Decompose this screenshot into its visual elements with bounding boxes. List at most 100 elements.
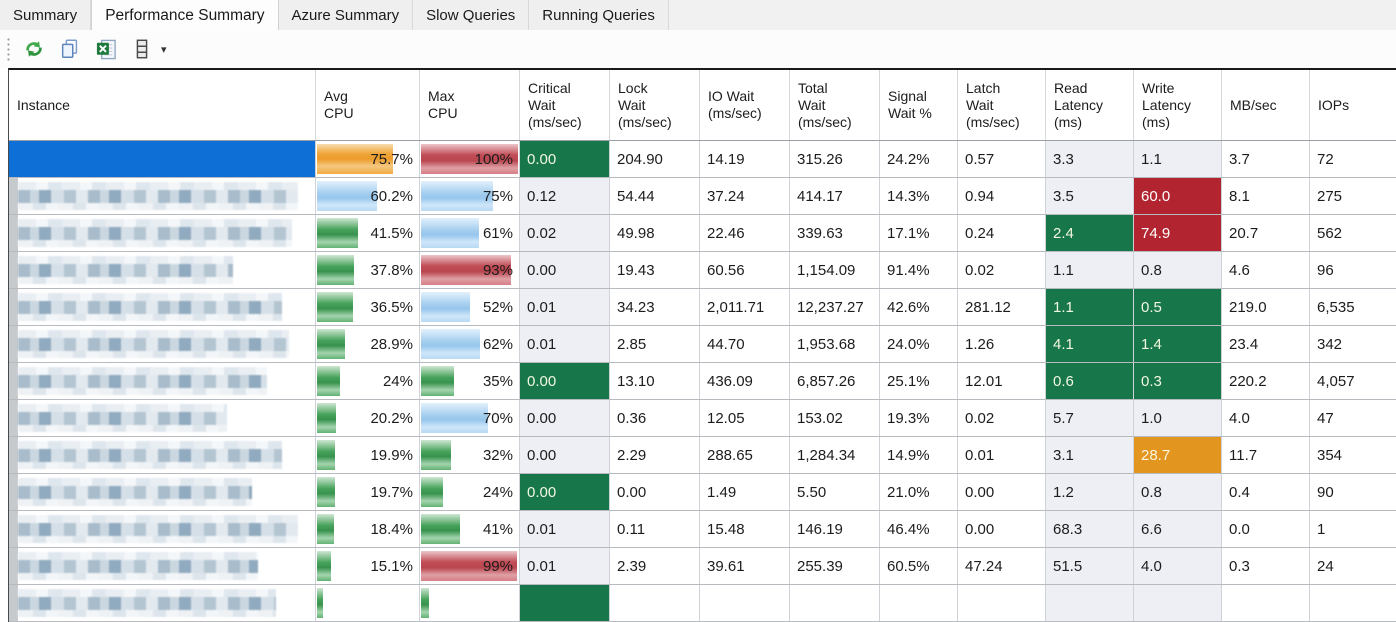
cell-value: 96: [1317, 261, 1334, 279]
avg-cpu-databar: [317, 551, 331, 581]
cell-value: 19.7%: [370, 483, 413, 501]
latch-wait-cell: 47.24: [958, 548, 1046, 584]
signal-wait-cell: [880, 585, 958, 621]
table-row[interactable]: 60.2% 75% 0.12 54.44 37.24 414.17 14.3% 0.94 3.5…: [9, 178, 1396, 215]
column-header-signal-wait[interactable]: Signal Wait %: [880, 70, 958, 140]
cell-value: 70%: [482, 409, 513, 427]
table-row[interactable]: 75.7% 100% 0.00 204.90 14.19 315.26 24.2% 0.57 3…: [9, 141, 1396, 178]
max-cpu-databar: [421, 292, 471, 322]
table-row[interactable]: 20.2% 70% 0.00 0.36 12.05 153.02 19.3% 0.02 5.7 1…: [9, 400, 1396, 437]
column-chooser-button[interactable]: [127, 34, 157, 64]
cell-value: 60.5%: [887, 557, 930, 575]
iops-cell: 4,057: [1310, 363, 1395, 399]
column-header-critical-wait[interactable]: Critical Wait (ms/sec): [520, 70, 610, 140]
column-header-lock-wait[interactable]: Lock Wait (ms/sec): [610, 70, 700, 140]
io-wait-cell: 15.48: [700, 511, 790, 547]
latch-wait-cell: 0.02: [958, 252, 1046, 288]
cell-value: 1.1: [1053, 261, 1074, 279]
signal-wait-cell: 14.9%: [880, 437, 958, 473]
column-header-max-cpu[interactable]: Max CPU: [420, 70, 520, 140]
critical-wait-cell: 0.00: [520, 474, 610, 510]
table-row[interactable]: 24% 35% 0.00 13.10 436.09 6,857.26 25.1% 12.01 0…: [9, 363, 1396, 400]
row-marker: [9, 585, 18, 621]
cell-value: 19.9%: [370, 446, 413, 464]
max-cpu-databar: [421, 403, 489, 433]
tab-slow-queries[interactable]: Slow Queries: [413, 0, 530, 30]
toolbar-grip-handle[interactable]: [6, 37, 11, 61]
selection-highlight: [9, 141, 315, 177]
table-row[interactable]: 37.8% 93% 0.00 19.43 60.56 1,154.09 91.4% 0.02 1…: [9, 252, 1396, 289]
signal-wait-cell: 14.3%: [880, 178, 958, 214]
refresh-button[interactable]: [19, 34, 49, 64]
cell-value: 0.3: [1141, 372, 1162, 390]
redacted-instance-name: [18, 182, 298, 210]
cell-value: 22.46: [707, 224, 745, 242]
cell-value: 1,953.68: [797, 335, 856, 353]
column-header-avg-cpu[interactable]: Avg CPU: [316, 70, 420, 140]
cell-value: 19.3%: [887, 409, 930, 427]
table-row[interactable]: 28.9% 62% 0.01 2.85 44.70 1,953.68 24.0% 1.26 4.…: [9, 326, 1396, 363]
mb-sec-cell: 0.0: [1222, 511, 1310, 547]
cell-value: 99%: [482, 557, 513, 575]
grid-body: 75.7% 100% 0.00 204.90 14.19 315.26 24.2% 0.57 3…: [9, 141, 1396, 622]
cell-value: 14.19: [707, 150, 745, 168]
column-header-write-latency[interactable]: Write Latency (ms): [1134, 70, 1222, 140]
column-header-total-wait[interactable]: Total Wait (ms/sec): [790, 70, 880, 140]
cell-value: 60.2%: [370, 187, 413, 205]
iops-cell: 6,535: [1310, 289, 1395, 325]
io-wait-cell: 1.49: [700, 474, 790, 510]
avg-cpu-databar: [317, 255, 354, 285]
table-row[interactable]: [9, 585, 1396, 622]
signal-wait-cell: 91.4%: [880, 252, 958, 288]
latch-wait-cell: 0.00: [958, 511, 1046, 547]
table-row[interactable]: 41.5% 61% 0.02 49.98 22.46 339.63 17.1% 0.24 2.4…: [9, 215, 1396, 252]
avg-cpu-cell: 41.5%: [316, 215, 420, 251]
dropdown-caret-icon[interactable]: ▾: [161, 43, 167, 56]
table-row[interactable]: 18.4% 41% 0.01 0.11 15.48 146.19 46.4% 0.00 68.3…: [9, 511, 1396, 548]
latch-wait-cell: 1.26: [958, 326, 1046, 362]
cell-value: 275: [1317, 187, 1343, 205]
column-header-iops[interactable]: IOPs: [1318, 96, 1350, 113]
io-wait-cell: 12.05: [700, 400, 790, 436]
cell-value: 28.7: [1141, 446, 1171, 464]
max-cpu-databar: [421, 514, 460, 544]
table-row[interactable]: 36.5% 52% 0.01 34.23 2,011.71 12,237.27 42.6% 2…: [9, 289, 1396, 326]
table-row[interactable]: 19.9% 32% 0.00 2.29 288.65 1,284.34 14.9% 0.01 3…: [9, 437, 1396, 474]
instance-cell: [9, 141, 316, 177]
cell-value: 0.02: [965, 261, 995, 279]
column-header-io-wait[interactable]: IO Wait (ms/sec): [700, 70, 790, 140]
cell-value: 1.1: [1053, 298, 1074, 316]
avg-cpu-databar: [317, 181, 377, 211]
tab-running-queries[interactable]: Running Queries: [529, 0, 669, 30]
performance-grid: Instance Avg CPU Max CPU Critical Wait (ms/…: [8, 68, 1396, 622]
tab-summary[interactable]: Summary: [0, 0, 92, 30]
write-latency-cell: 6.6: [1134, 511, 1222, 547]
export-excel-button[interactable]: [91, 34, 121, 64]
cell-value: 0.8: [1141, 483, 1162, 501]
table-row[interactable]: 15.1% 99% 0.01 2.39 39.61 255.39 60.5% 47.24 51.…: [9, 548, 1396, 585]
cell-value: 3.5: [1053, 187, 1074, 205]
write-latency-cell: 1.0: [1134, 400, 1222, 436]
cell-value: 0.00: [527, 483, 557, 501]
copy-button[interactable]: [55, 34, 85, 64]
tab-performance-summary[interactable]: Performance Summary: [91, 0, 279, 30]
signal-wait-cell: 42.6%: [880, 289, 958, 325]
row-marker: [9, 548, 18, 584]
table-row[interactable]: 19.7% 24% 0.00 0.00 1.49 5.50 21.0% 0.00 1.2 0.8 0…: [9, 474, 1396, 511]
tab-azure-summary[interactable]: Azure Summary: [278, 0, 414, 30]
mb-sec-cell: 3.7: [1222, 141, 1310, 177]
avg-cpu-cell: 19.9%: [316, 437, 420, 473]
avg-cpu-databar: [317, 588, 324, 618]
iops-cell: 354: [1310, 437, 1395, 473]
column-header-latch-wait[interactable]: Latch Wait (ms/sec): [958, 70, 1046, 140]
column-header-instance[interactable]: Instance: [9, 70, 316, 140]
cell-value: 288.65: [707, 446, 753, 464]
cell-value: 0.02: [527, 224, 557, 242]
critical-wait-cell: 0.01: [520, 289, 610, 325]
column-header-read-latency[interactable]: Read Latency (ms): [1046, 70, 1134, 140]
column-header-mb-sec[interactable]: MB/sec: [1222, 70, 1310, 140]
cell-value: 60.0: [1141, 187, 1171, 205]
max-cpu-databar: [421, 588, 429, 618]
total-wait-cell: 1,284.34: [790, 437, 880, 473]
critical-wait-cell: 0.00: [520, 400, 610, 436]
